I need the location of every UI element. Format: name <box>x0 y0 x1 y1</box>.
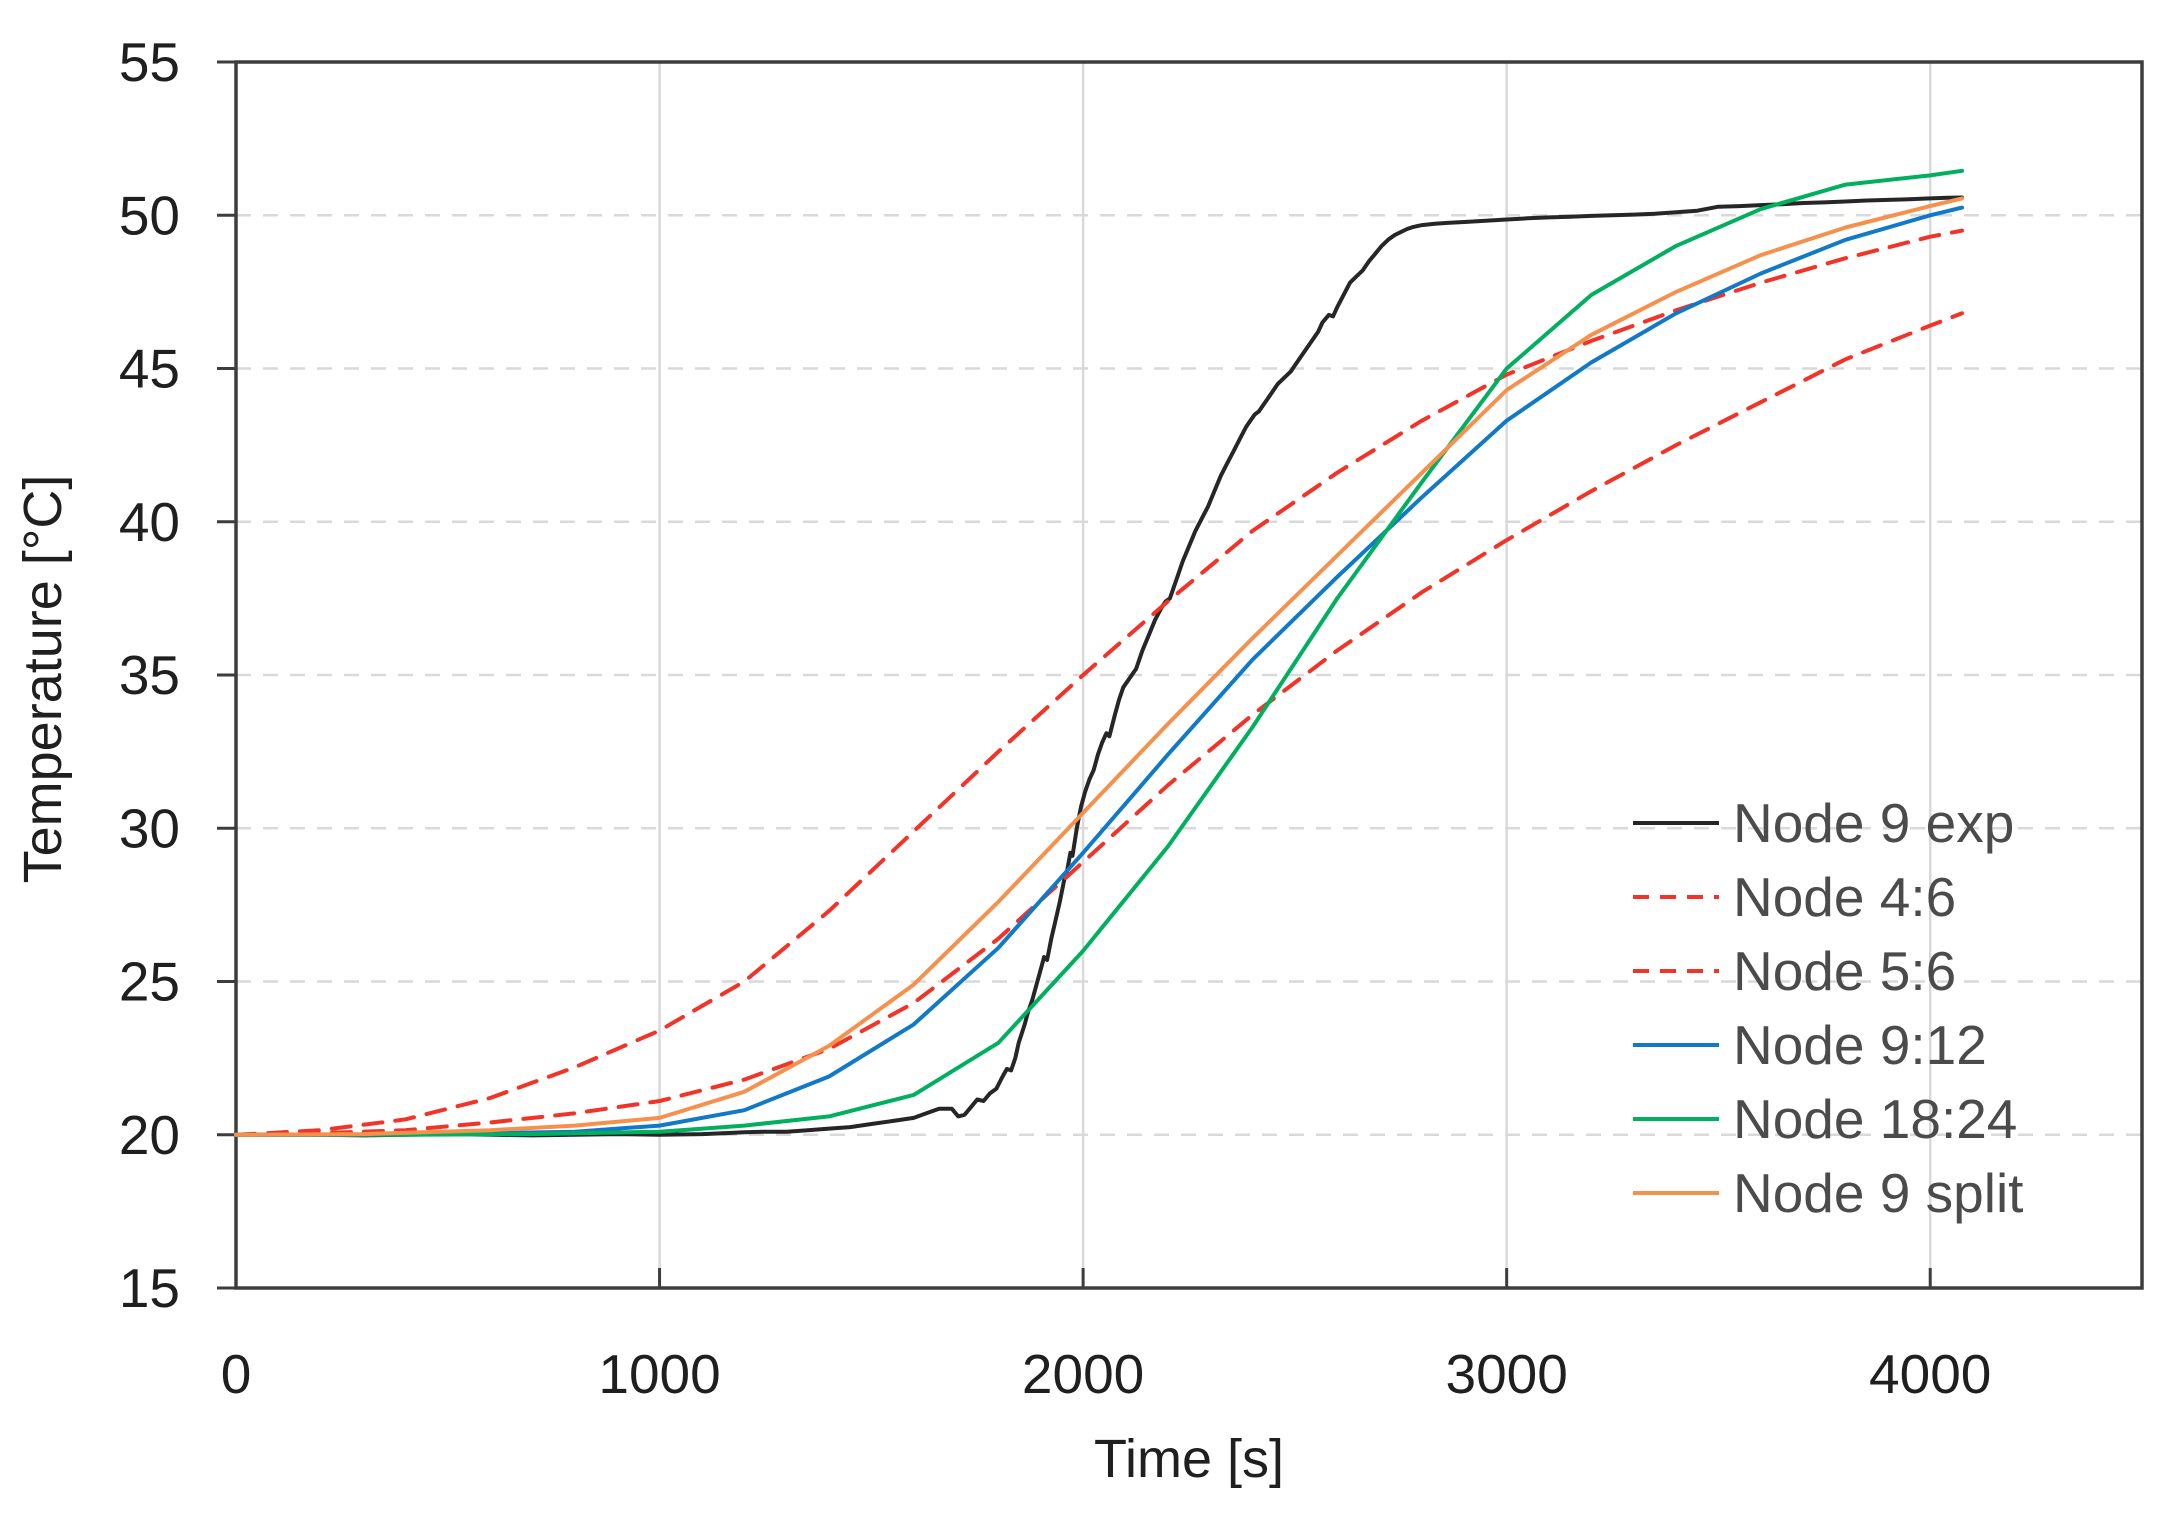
x-tick-label: 0 <box>221 1343 252 1405</box>
series-node-9-split <box>234 196 1964 1137</box>
y-tick-label: 35 <box>119 644 180 706</box>
x-tick-label: 4000 <box>1869 1343 1991 1405</box>
y-tick-label: 40 <box>119 491 180 553</box>
y-tick-label: 15 <box>119 1257 180 1319</box>
series-node-5-6 <box>234 311 1964 1137</box>
legend-item-label: Node 9 split <box>1733 1161 2024 1224</box>
x-tick-label: 2000 <box>1022 1343 1144 1405</box>
legend-swatch-line <box>1633 821 1719 825</box>
legend-item-label: Node 18:24 <box>1733 1087 2018 1150</box>
legend-item: Node 18:24 <box>1633 1082 2023 1156</box>
series-node-18-24 <box>234 168 1964 1137</box>
y-tick-label: 20 <box>119 1104 180 1166</box>
series-node-4-6 <box>234 228 1964 1137</box>
y-tick-label: 25 <box>119 951 180 1013</box>
legend-item: Node 9 exp <box>1633 786 2023 860</box>
legend-item: Node 4:6 <box>1633 860 2023 934</box>
legend-swatch-line <box>1633 1191 1719 1195</box>
series-node-9-12 <box>234 205 1964 1137</box>
legend-item-label: Node 5:6 <box>1733 939 1957 1002</box>
legend-item: Node 9:12 <box>1633 1008 2023 1082</box>
legend-swatch-line <box>1633 895 1719 899</box>
legend-item-label: Node 4:6 <box>1733 865 1957 928</box>
y-tick-label: 45 <box>119 338 180 400</box>
y-tick-label: 30 <box>119 797 180 859</box>
legend-swatch-line <box>1633 1043 1719 1047</box>
y-tick-label: 55 <box>119 31 180 93</box>
y-axis-title: Temperature [°C] <box>13 474 73 884</box>
legend: Node 9 exp Node 4:6 Node 5:6 Node 9:12 Node … <box>1633 786 2023 1230</box>
x-tick-label: 1000 <box>598 1343 720 1405</box>
x-tick-label: 3000 <box>1445 1343 1567 1405</box>
y-tick-label: 50 <box>119 184 180 246</box>
x-axis-title: Time [s] <box>1093 1429 1284 1489</box>
legend-item: Node 9 split <box>1633 1156 2023 1230</box>
legend-item: Node 5:6 <box>1633 934 2023 1008</box>
legend-swatch-line <box>1633 1117 1719 1121</box>
legend-swatch-line <box>1633 969 1719 973</box>
legend-item-label: Node 9:12 <box>1733 1013 1987 1076</box>
legend-item-label: Node 9 exp <box>1733 791 2015 854</box>
